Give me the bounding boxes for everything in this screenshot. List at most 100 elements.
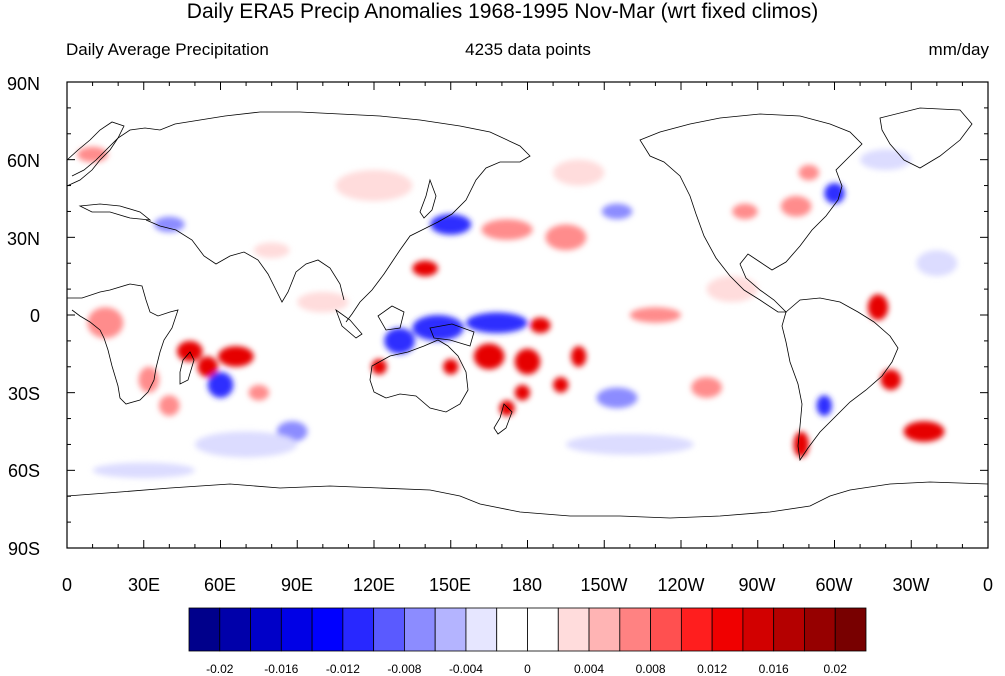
anomaly-blob-strong-pos bbox=[530, 317, 551, 334]
anomaly-blob-strong-neg bbox=[384, 327, 415, 354]
anomaly-blob-strong-neg bbox=[466, 312, 528, 334]
coastlines bbox=[67, 107, 988, 519]
anomaly-blob-strong-pos bbox=[371, 359, 387, 375]
anomaly-blob-mid-pos bbox=[629, 307, 682, 323]
colorbar-swatch bbox=[742, 607, 775, 652]
lat-label-60n: 60N bbox=[6, 151, 40, 171]
colorbar-swatch bbox=[342, 607, 375, 652]
lon-label-30w: 30W bbox=[892, 575, 930, 595]
anomaly-blob-weak-pos bbox=[297, 291, 349, 313]
colorbar-tick-label: -0.008 bbox=[387, 662, 422, 676]
coastline-arabia-india bbox=[145, 219, 345, 303]
lon-label-120w: 120W bbox=[657, 575, 705, 595]
anomaly-blob-weak-neg bbox=[194, 431, 298, 458]
coastline-greenland bbox=[879, 107, 973, 169]
anomaly-blob-strong-neg bbox=[430, 214, 472, 235]
colorbar-swatch bbox=[465, 607, 498, 652]
lon-label-60w: 60W bbox=[815, 575, 853, 595]
anomaly-blob-strong-pos bbox=[443, 359, 459, 375]
lon-label-150e: 150E bbox=[428, 575, 472, 595]
colorbar-tick-label: 0.008 bbox=[635, 662, 666, 676]
subtitle-right: mm/day bbox=[928, 40, 989, 59]
axis-ticks bbox=[66, 81, 989, 549]
subtitle-center: 4235 data points bbox=[465, 40, 591, 59]
coastline-africa bbox=[67, 283, 179, 405]
colorbar-swatch bbox=[650, 607, 682, 652]
colorbar-swatch bbox=[680, 607, 713, 652]
anomaly-blob-weak-neg bbox=[916, 250, 958, 277]
colorbar-swatch bbox=[834, 607, 867, 652]
colorbar-swatch bbox=[557, 607, 590, 652]
lon-label-120e: 120E bbox=[352, 575, 396, 595]
coastline-sumatra bbox=[335, 308, 363, 339]
colorbar-swatch bbox=[804, 607, 836, 652]
anomaly-blob-mid-neg bbox=[601, 203, 633, 220]
colorbar-tick-label: -0.004 bbox=[448, 662, 483, 676]
colorbar-tick-label: 0.016 bbox=[758, 662, 789, 676]
map-frame bbox=[66, 81, 989, 549]
anomaly-field bbox=[77, 146, 958, 479]
anomaly-blob-mid-pos bbox=[780, 195, 812, 217]
coastline-south-america bbox=[781, 297, 899, 462]
colorbar-swatch bbox=[311, 607, 344, 652]
anomaly-blob-strong-pos bbox=[499, 400, 515, 416]
anomaly-blob-weak-pos bbox=[553, 159, 605, 186]
anomaly-blob-strong-neg bbox=[207, 371, 234, 398]
anomaly-blob-weak-pos bbox=[253, 242, 290, 259]
coastline-eurasia bbox=[67, 111, 531, 323]
anomaly-blob-mid-pos bbox=[138, 366, 160, 393]
anomaly-blob-mid-pos bbox=[77, 146, 108, 163]
colorbar-tick-label: -0.012 bbox=[325, 662, 360, 676]
anomaly-blob-mid-pos bbox=[691, 377, 722, 398]
coastline-newzealand bbox=[493, 403, 513, 435]
lat-label-60s: 60S bbox=[7, 461, 40, 481]
anomaly-blob-strong-pos bbox=[473, 343, 505, 370]
lat-label-90n: 90N bbox=[6, 74, 40, 94]
anomaly-blob-strong-pos bbox=[177, 340, 203, 362]
anomaly-blob-mid-pos bbox=[545, 224, 587, 251]
anomaly-blob-strong-neg bbox=[824, 182, 845, 204]
colorbar-swatch bbox=[711, 607, 744, 652]
anomaly-blob-strong-pos bbox=[197, 356, 218, 378]
anomaly-blob-mid-neg bbox=[596, 387, 638, 409]
anomaly-blob-strong-pos bbox=[793, 431, 809, 458]
anomaly-blob-strong-pos bbox=[514, 348, 541, 375]
anomaly-blob-mid-neg bbox=[153, 216, 185, 233]
coastline-borneo bbox=[377, 305, 405, 331]
colorbar-swatch bbox=[250, 607, 282, 652]
anomaly-blob-weak-neg bbox=[860, 149, 912, 171]
anomaly-blob-mid-pos bbox=[159, 395, 180, 416]
colorbar-swatch bbox=[188, 607, 221, 652]
anomaly-blob-weak-pos bbox=[335, 170, 413, 202]
lat-label-90s: 90S bbox=[7, 539, 40, 559]
lon-label-0: 0 bbox=[61, 575, 72, 595]
anomaly-blob-strong-neg bbox=[412, 315, 464, 341]
colorbar bbox=[188, 607, 867, 652]
anomaly-blob-strong-pos bbox=[570, 346, 587, 367]
anomaly-blob-strong-pos bbox=[867, 294, 889, 321]
anomaly-blob-weak-neg bbox=[565, 434, 694, 455]
anomaly-blob-strong-pos bbox=[903, 421, 945, 442]
coastline-newguinea bbox=[429, 323, 475, 347]
lon-label-180: 180 bbox=[511, 575, 543, 595]
lon-label-30e: 30E bbox=[127, 575, 161, 595]
chart-title: Daily ERA5 Precip Anomalies 1968-1995 No… bbox=[186, 0, 819, 23]
lon-label-150w: 150W bbox=[580, 575, 628, 595]
colorbar-swatch bbox=[619, 607, 651, 652]
lon-label-60e: 60E bbox=[203, 575, 237, 595]
colorbar-tick-label: 0 bbox=[524, 662, 531, 676]
lon-label-90e: 90E bbox=[280, 575, 314, 595]
colorbar-tick-label: -0.02 bbox=[206, 662, 234, 676]
anomaly-blob-strong-pos bbox=[514, 384, 531, 401]
anomaly-blob-mid-pos bbox=[732, 203, 758, 220]
colorbar-tick-label: 0.02 bbox=[823, 662, 847, 676]
anomaly-blob-strong-pos bbox=[412, 260, 438, 277]
anomaly-blob-strong-pos bbox=[553, 377, 569, 393]
coastline-north-america bbox=[639, 113, 863, 313]
subtitle-left: Daily Average Precipitation bbox=[66, 40, 269, 59]
lat-label-0: 0 bbox=[29, 306, 40, 326]
coastline-mediterranean bbox=[78, 203, 152, 221]
coastline-europe-west bbox=[67, 121, 125, 177]
colorbar-swatch bbox=[773, 607, 805, 652]
